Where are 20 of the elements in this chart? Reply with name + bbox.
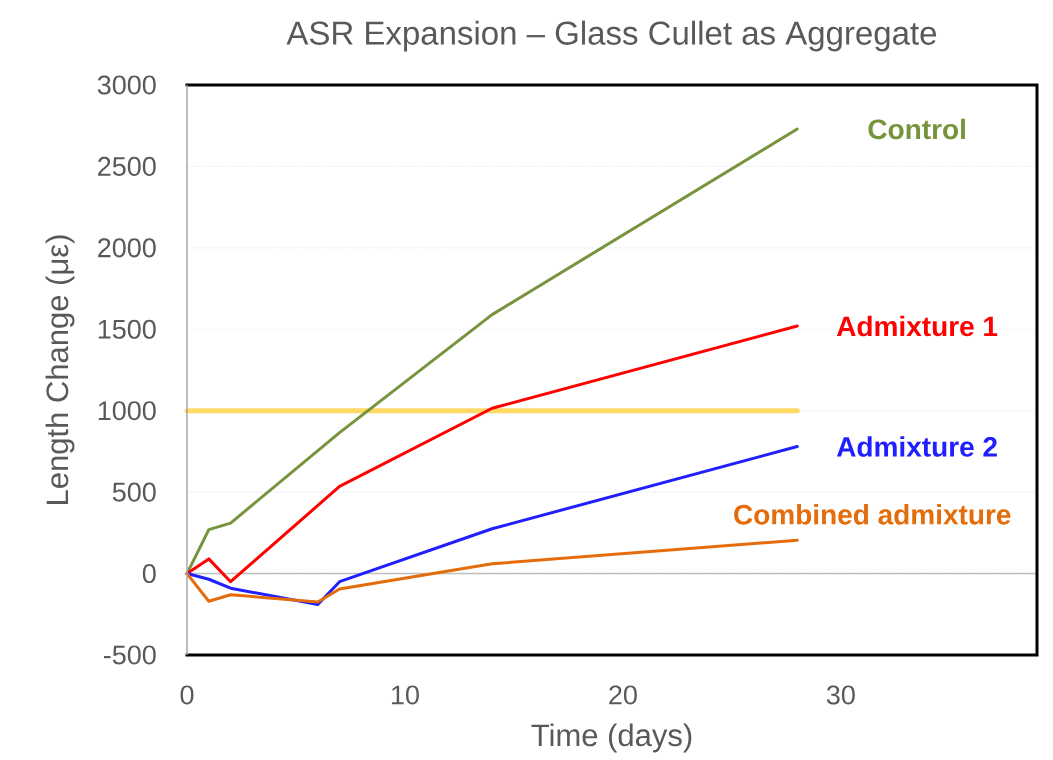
series-label: Admixture 1	[836, 315, 998, 337]
y-axis-title: Length Change (με)	[45, 235, 75, 504]
y-tick-label: 500	[112, 482, 156, 502]
series-label: Combined admixture	[734, 504, 1011, 525]
y-tick-label: 2500	[98, 156, 156, 176]
y-tick-label: 3000	[97, 75, 156, 95]
x-tick-label: 0	[180, 685, 194, 705]
y-tick-label: -500	[103, 645, 156, 665]
y-tick-label: 1000	[98, 401, 156, 421]
x-tick-label: 10	[391, 685, 419, 705]
x-axis-title: Time (days)	[531, 723, 692, 753]
y-tick-label: 0	[142, 564, 156, 584]
series-label: Admixture 2	[836, 436, 997, 457]
line-series	[185, 538, 799, 604]
y-tick-label: 2000	[98, 238, 156, 258]
text: Control	[868, 118, 965, 140]
y-tick-label: 1500	[98, 319, 156, 339]
x-tick-label: 30	[826, 685, 855, 705]
x-tick-label: 20	[609, 685, 637, 705]
chart-title: ASR Expansion – Glass Cullet as Aggregate	[286, 20, 937, 52]
